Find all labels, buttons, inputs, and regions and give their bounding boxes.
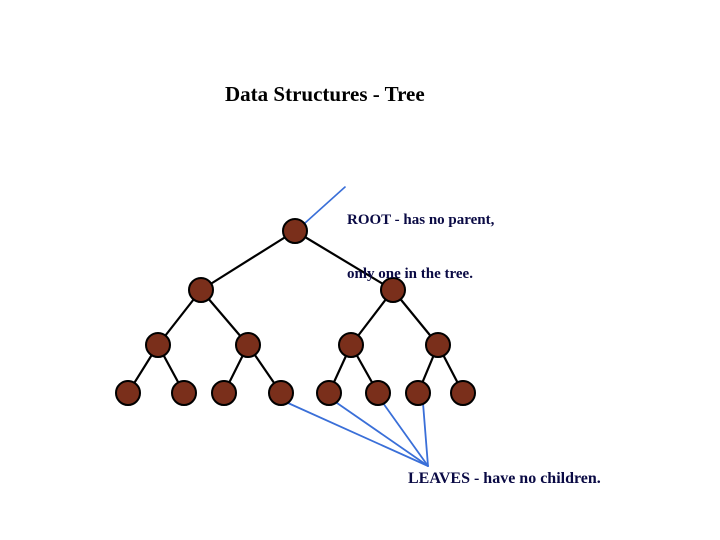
tree-node xyxy=(116,381,140,405)
leaves-annotation: LEAVES - have no children. xyxy=(408,470,601,488)
root-annotation-line2: only one in the tree. xyxy=(347,265,494,283)
tree-node xyxy=(212,381,236,405)
tree-node xyxy=(269,381,293,405)
tree-edge xyxy=(201,231,295,290)
tree-node xyxy=(236,333,260,357)
root-annotation-line1: ROOT - has no parent, xyxy=(347,211,494,229)
slide-stage: Data Structures - Tree ROOT - has no par… xyxy=(0,0,720,540)
tree-node xyxy=(172,381,196,405)
tree-node xyxy=(406,381,430,405)
root-annotation: ROOT - has no parent, only one in the tr… xyxy=(347,175,494,319)
tree-node xyxy=(283,219,307,243)
tree-node xyxy=(366,381,390,405)
pointer-line xyxy=(288,403,428,466)
tree-node xyxy=(426,333,450,357)
tree-node xyxy=(146,333,170,357)
tree-node xyxy=(451,381,475,405)
pointer-line xyxy=(305,187,345,223)
tree-node xyxy=(317,381,341,405)
tree-node xyxy=(339,333,363,357)
pointer-line xyxy=(337,403,428,466)
pointer-line xyxy=(423,403,428,466)
tree-node xyxy=(189,278,213,302)
